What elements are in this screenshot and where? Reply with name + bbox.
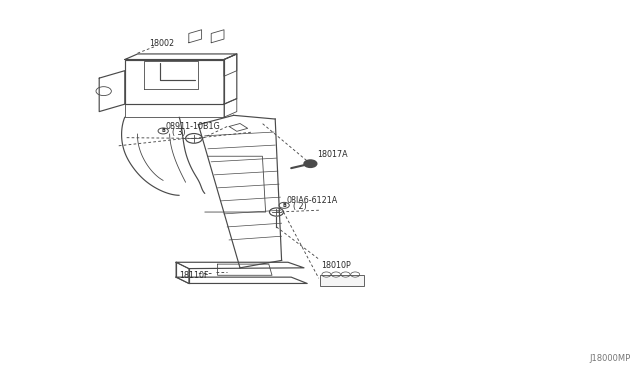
Text: 08IA6-6121A: 08IA6-6121A bbox=[287, 196, 338, 205]
Text: 18110F: 18110F bbox=[179, 272, 209, 280]
Text: 18002: 18002 bbox=[149, 39, 174, 48]
Text: J18000MP: J18000MP bbox=[589, 354, 630, 363]
Text: 18017A: 18017A bbox=[317, 150, 348, 159]
Bar bbox=[320, 275, 364, 286]
Text: B: B bbox=[161, 128, 165, 134]
Text: B: B bbox=[282, 203, 286, 208]
Text: 18010P: 18010P bbox=[321, 261, 351, 270]
Circle shape bbox=[304, 160, 317, 167]
Text: ( 3): ( 3) bbox=[172, 128, 185, 137]
Text: ( 2): ( 2) bbox=[293, 202, 307, 211]
Text: 08911-10B1G: 08911-10B1G bbox=[165, 122, 220, 131]
